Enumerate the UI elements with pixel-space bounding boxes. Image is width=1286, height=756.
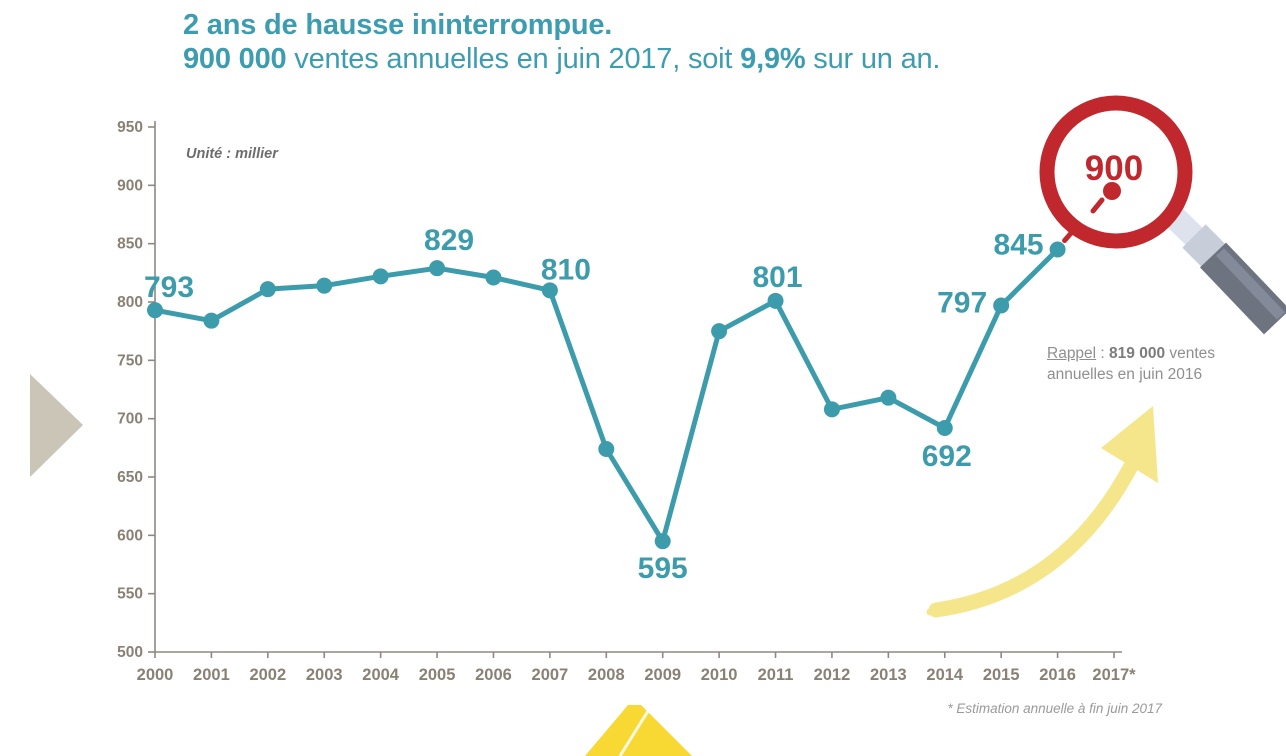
x-tick-label: 2006 [475, 666, 512, 684]
data-point [429, 260, 446, 277]
magnifier-ring [1039, 95, 1193, 249]
x-tick-label: 2012 [814, 666, 851, 684]
data-point [1049, 241, 1066, 258]
trend-continuation-stub [1062, 230, 1075, 243]
data-point-label-2016: 845 [994, 229, 1044, 262]
x-tick-label: 2015 [983, 666, 1020, 684]
y-tick-label: 500 [117, 644, 143, 661]
x-tick-label: 2008 [588, 666, 625, 684]
y-tick-label: 800 [117, 294, 143, 311]
unit-label: Unité : millier [186, 146, 278, 162]
bottom-yellow-shape-icon [585, 705, 692, 756]
x-tick-label: 2007 [532, 666, 569, 684]
data-point-label-2014: 692 [922, 440, 972, 473]
data-point [711, 323, 728, 340]
data-point [654, 533, 671, 550]
y-tick-label: 950 [117, 119, 143, 136]
magnifier-lens [1047, 103, 1185, 241]
data-point [598, 441, 615, 457]
x-tick-label: 2004 [362, 666, 400, 684]
data-point [541, 282, 558, 299]
data-point [993, 297, 1010, 314]
data-point [767, 292, 784, 309]
y-tick-label: 550 [117, 586, 143, 603]
x-tick-label: 2010 [701, 666, 738, 684]
headline: 2 ans de hausse ininterrompue. 900 000 v… [183, 8, 940, 76]
x-tick-label: 2011 [758, 666, 794, 684]
headline-growth-pct: 9,9% [740, 43, 806, 75]
headline-sales-figure: 900 000 [183, 43, 287, 75]
y-tick-label: 850 [117, 236, 143, 253]
data-point-label-2000: 793 [144, 271, 194, 304]
data-point [485, 269, 502, 286]
data-point-label-2007: 810 [541, 253, 591, 286]
y-tick-label: 650 [117, 469, 143, 486]
headline-line1: 2 ans de hausse ininterrompue. [183, 9, 613, 41]
left-triangle-decoration-icon [30, 374, 83, 477]
data-point-label-2009: 595 [638, 552, 688, 585]
data-point [203, 312, 220, 329]
headline-line2: 900 000 ventes annuelles en juin 2017, s… [183, 43, 941, 75]
rappel-value: 819 000 [1109, 345, 1166, 362]
data-point [259, 281, 276, 298]
data-point-label-2005: 829 [424, 224, 474, 257]
x-tick-label: 2013 [870, 666, 907, 684]
rappel-label: Rappel [1047, 345, 1097, 362]
data-point [936, 420, 953, 436]
data-point [316, 277, 333, 294]
magnified-trend-tail [1090, 197, 1105, 214]
data-point [372, 268, 389, 285]
y-tick-label: 700 [117, 411, 143, 428]
data-point [880, 389, 897, 406]
magnified-data-point [1103, 182, 1121, 200]
magnifier-handle [1199, 242, 1286, 335]
x-tick-label: 2014 [926, 666, 964, 684]
sales-trend-line [152, 247, 1061, 544]
x-tick-label: 2017* [1092, 666, 1136, 684]
data-point-label-2015: 797 [937, 287, 987, 320]
data-point [147, 302, 163, 319]
y-tick-label: 750 [117, 352, 143, 369]
x-tick-label: 2003 [306, 666, 343, 684]
x-tick-label: 2005 [419, 666, 456, 684]
yellow-growth-arrow-icon [926, 406, 1158, 618]
x-tick-label: 2000 [137, 666, 174, 684]
x-tick-label: 2001 [193, 666, 230, 684]
x-tick-label: 2009 [644, 666, 681, 684]
magnifier-icon: 900 [1039, 95, 1286, 335]
x-tick-label: 2002 [249, 666, 286, 684]
data-point [823, 401, 840, 418]
chart-plot-area: 500 550 600 650 700 750 800 850 900 950 2000 2001 20… [117, 119, 1136, 684]
data-point-label-2011: 801 [752, 261, 802, 294]
estimation-footnote: * Estimation annuelle à fin juin 2017 [947, 701, 1162, 716]
x-tick-label: 2016 [1039, 666, 1076, 684]
magnifier-handle-highlight [1216, 248, 1285, 320]
y-tick-label: 600 [117, 527, 143, 544]
y-tick-label: 900 [117, 177, 143, 194]
magnified-2017-value: 900 [1085, 149, 1143, 188]
rappel-annotation: Rappel : 819 000 ventes annuelles en jui… [1047, 345, 1216, 383]
